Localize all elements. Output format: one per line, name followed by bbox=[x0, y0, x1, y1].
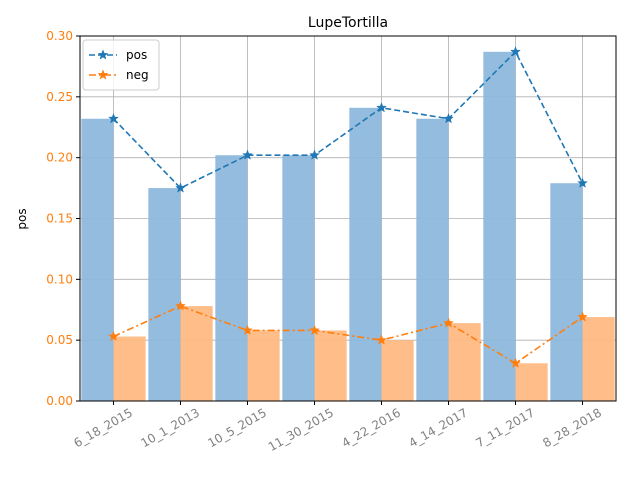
line-neg bbox=[113, 305, 583, 365]
y-axis-label: pos bbox=[15, 208, 29, 229]
y-tick-label: 0.10 bbox=[46, 272, 73, 286]
bar-pos bbox=[282, 155, 315, 401]
bar-neg bbox=[180, 306, 213, 401]
x-tick-label: 6_18_2015 bbox=[71, 405, 135, 450]
point-pos bbox=[108, 113, 119, 124]
point-neg bbox=[510, 357, 521, 368]
legend-label-neg: neg bbox=[126, 68, 149, 82]
x-tick-label: 10_5_2015 bbox=[205, 405, 269, 450]
x-tick-label: 4_22_2016 bbox=[339, 405, 403, 450]
chart-title: LupeTortilla bbox=[308, 15, 388, 31]
bar-pos bbox=[215, 155, 248, 401]
legend-marker-pos bbox=[97, 49, 109, 60]
bar-neg bbox=[381, 340, 414, 401]
point-neg bbox=[577, 311, 588, 322]
point-pos bbox=[309, 149, 320, 160]
bar-pos bbox=[81, 118, 114, 401]
y-tick-label: 0.30 bbox=[46, 29, 73, 43]
x-tick-label: 4_14_2017 bbox=[406, 405, 470, 450]
bar-pos bbox=[483, 51, 516, 402]
line-pos bbox=[112, 50, 584, 190]
y-tick-label: 0.15 bbox=[46, 212, 73, 226]
bar-neg bbox=[448, 323, 481, 401]
bar-pos bbox=[349, 107, 382, 402]
bar-neg bbox=[247, 330, 280, 401]
y-tick-label: 0.25 bbox=[46, 90, 73, 104]
legend-box bbox=[82, 39, 160, 91]
bar-pos bbox=[550, 183, 583, 401]
y-axis: 0.00 0.05 0.10 0.15 0.20 0.25 0.30 bbox=[46, 29, 80, 408]
point-neg bbox=[242, 324, 253, 336]
legend-label-pos: pos bbox=[126, 48, 147, 62]
x-tick-label: 11_30_2015 bbox=[266, 405, 336, 454]
point-neg bbox=[108, 330, 119, 342]
x-tick-label: 10_1_2013 bbox=[138, 405, 202, 450]
point-pos bbox=[510, 46, 521, 57]
bar-neg bbox=[582, 317, 615, 401]
point-pos bbox=[443, 113, 454, 124]
bars bbox=[81, 51, 615, 402]
y-tick-label: 0.20 bbox=[46, 151, 73, 165]
bar-neg bbox=[515, 363, 548, 401]
y-tick-label: 0.00 bbox=[46, 394, 73, 408]
bar-neg bbox=[113, 336, 146, 401]
point-neg bbox=[309, 324, 320, 336]
x-tick-label: 8_28_2018 bbox=[540, 405, 604, 450]
x-tick-label: 7_11_2017 bbox=[473, 405, 537, 450]
legend-marker-neg bbox=[97, 69, 109, 80]
point-neg bbox=[443, 317, 454, 328]
bar-neg bbox=[314, 330, 347, 401]
point-neg bbox=[376, 334, 387, 345]
legend: pos neg bbox=[82, 39, 160, 91]
point-pos bbox=[242, 149, 253, 160]
bar-pos bbox=[148, 188, 181, 401]
point-pos bbox=[577, 177, 588, 188]
series-lines bbox=[108, 46, 588, 368]
bar-pos bbox=[416, 118, 449, 401]
y-tick-label: 0.05 bbox=[46, 333, 73, 347]
point-pos bbox=[175, 182, 186, 193]
point-neg bbox=[175, 300, 186, 311]
point-pos bbox=[376, 102, 387, 113]
